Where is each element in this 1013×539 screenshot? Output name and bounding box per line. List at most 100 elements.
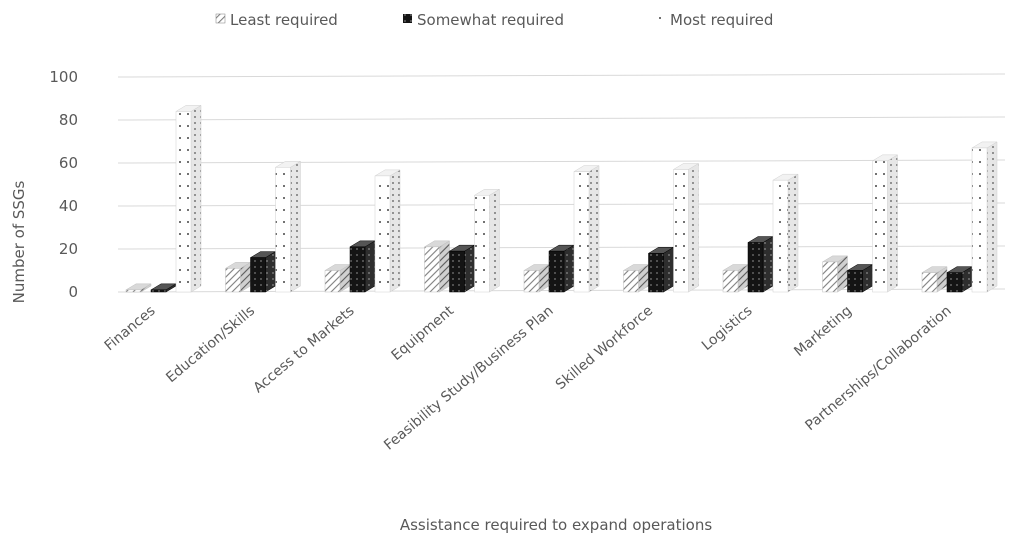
x-category-label-access-to-markets: Access to Markets	[251, 303, 358, 396]
bar-front-face	[523, 270, 540, 293]
bar-most-required-skilled-workforce	[672, 163, 700, 293]
bar-least-required-finances	[125, 283, 152, 293]
bar-somewhat-required-education-skills	[249, 251, 277, 293]
bar-front-face	[424, 246, 440, 293]
bar-somewhat-required-marketing	[846, 264, 874, 293]
bar-side-face	[563, 244, 575, 293]
y-tick-label: 20	[59, 240, 78, 258]
legend-swatch-somewhat-required	[403, 14, 412, 23]
bar-front-face	[349, 246, 366, 293]
bar-side-face	[762, 236, 774, 293]
bar-front-face	[275, 167, 291, 293]
x-category-label-skilled-workforce: Skilled Workforce	[553, 303, 656, 393]
bar-somewhat-required-finances	[150, 283, 177, 293]
y-tick-label: 0	[68, 283, 78, 301]
y-tick-label: 60	[59, 154, 78, 172]
x-category-label-equipment: Equipment	[389, 302, 458, 363]
bar-least-required-equipment	[423, 240, 451, 293]
gridline	[117, 73, 1006, 78]
legend-swatch-least-required	[215, 13, 226, 24]
bar-side-face	[439, 240, 450, 293]
y-tick-label: 80	[59, 111, 78, 129]
gridline	[117, 116, 1006, 121]
bar-most-required-equipment	[473, 188, 501, 293]
bar-least-required-education-skills	[224, 261, 252, 293]
bar-front-face	[449, 250, 465, 293]
bar-somewhat-required-partnerships-collaboration	[946, 266, 973, 293]
bar-most-required-education-skills	[274, 160, 302, 293]
bar-front-face	[673, 169, 689, 293]
y-axis-ticks: 0 20 40 60 80 100	[49, 68, 78, 301]
x-category-label-finances: Finances	[102, 303, 159, 354]
legend-label-least-required: Least required	[230, 11, 338, 29]
bar-side-face	[986, 141, 998, 293]
bar-most-required-feasibility-study-business-plan	[573, 165, 600, 293]
legend-swatch-most-required	[656, 14, 665, 23]
bar-most-required-partnerships-collaboration	[971, 141, 998, 293]
x-axis-title: Assistance required to expand operations	[400, 516, 713, 534]
bar-side-face	[464, 244, 475, 293]
bar-front-face	[921, 272, 938, 293]
bar-front-face	[971, 147, 988, 293]
bar-somewhat-required-equipment	[448, 244, 476, 293]
bar-front-face	[648, 253, 664, 293]
bar-side-face	[887, 154, 898, 293]
gridline	[117, 159, 1006, 164]
bar-side-face	[787, 173, 799, 293]
y-axis-title: Number of SSGs	[10, 180, 28, 303]
x-category-label-marketing: Marketing	[791, 303, 855, 360]
bar-front-face	[872, 160, 888, 293]
bar-least-required-partnerships-collaboration	[921, 266, 948, 293]
x-category-label-feasibility-study-business-plan: Feasibility Study/Business Plan	[381, 303, 556, 454]
bar-side-face	[265, 251, 276, 293]
legend-item-most-required: Most required	[656, 11, 773, 29]
bar-front-face	[772, 179, 789, 293]
bar-side-face	[588, 165, 600, 293]
legend-item-least-required: Least required	[215, 11, 338, 29]
bar-least-required-access-to-markets	[324, 264, 351, 293]
bar-side-face	[837, 255, 848, 293]
gridline	[117, 202, 1006, 207]
bar-front-face	[125, 289, 142, 293]
bar-front-face	[847, 270, 863, 293]
bar-front-face	[623, 270, 639, 293]
bar-side-face	[489, 188, 500, 293]
bar-side-face	[364, 240, 376, 293]
bar-front-face	[250, 257, 266, 293]
bar-side-face	[290, 160, 301, 293]
legend: Least required Somewhat required Most re…	[215, 11, 773, 29]
bar-front-face	[225, 268, 241, 293]
bar-side-face	[688, 163, 699, 293]
bars	[125, 104, 998, 293]
bar-least-required-marketing	[821, 255, 849, 293]
bar-least-required-feasibility-study-business-plan	[523, 264, 550, 293]
bar-front-face	[946, 272, 963, 293]
bar-front-face	[573, 171, 590, 293]
y-tick-label: 100	[49, 68, 78, 86]
legend-label-somewhat-required: Somewhat required	[417, 11, 564, 29]
bar-front-face	[175, 111, 192, 293]
legend-label-most-required: Most required	[670, 11, 773, 29]
x-category-label-logistics: Logistics	[699, 303, 756, 354]
bar-least-required-skilled-workforce	[622, 264, 650, 293]
bar-front-face	[722, 270, 739, 293]
bar-front-face	[474, 195, 490, 293]
bar-most-required-logistics	[772, 173, 799, 293]
bar-front-face	[374, 175, 391, 293]
bar-most-required-finances	[175, 104, 202, 293]
bar-front-face	[548, 250, 565, 293]
bar-side-face	[389, 169, 401, 293]
bar-most-required-marketing	[871, 154, 899, 293]
bar-somewhat-required-feasibility-study-business-plan	[548, 244, 575, 293]
bar-front-face	[324, 270, 341, 293]
bar-somewhat-required-logistics	[747, 236, 774, 293]
bar-somewhat-required-access-to-markets	[349, 240, 376, 293]
y-tick-label: 40	[59, 197, 78, 215]
bar-side-face	[663, 246, 674, 293]
legend-item-somewhat-required: Somewhat required	[403, 11, 564, 29]
bar-front-face	[150, 289, 167, 293]
x-category-label-education-skills: Education/Skills	[163, 303, 258, 386]
